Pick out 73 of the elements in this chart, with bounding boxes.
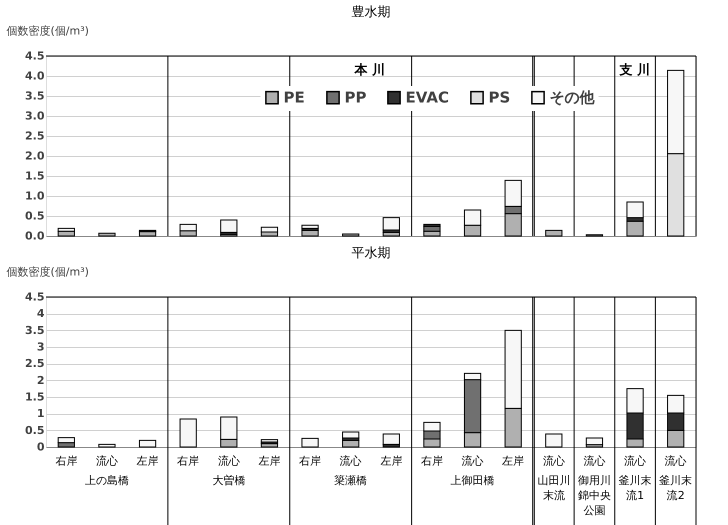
bar [382, 217, 400, 230]
text: 山田川末流 [537, 474, 570, 502]
y-tick-label: 0.5 [25, 210, 44, 222]
text: 御用川錦中央公園 [578, 474, 611, 517]
bar [58, 437, 75, 444]
bar [545, 434, 562, 448]
bar [180, 418, 197, 448]
y-tick-label: 1.0 [25, 190, 45, 202]
chart-title: 平水期 [352, 246, 390, 261]
text: 釜川末流1 [618, 474, 652, 502]
x-tick-label: 流心 [96, 454, 118, 468]
legend-label: EVAC [406, 88, 449, 107]
x-tick-label: 流心 [462, 454, 484, 468]
y-tick-label: 1.5 [25, 390, 44, 404]
y-tick-label: 4 [36, 307, 45, 320]
y-tick-label: 2.5 [25, 357, 44, 370]
x-tick-label: 左岸 [136, 454, 159, 468]
y-tick-label: 1.5 [25, 170, 44, 182]
legend-label: その他 [550, 88, 596, 107]
y-tick-label: 2.5 [25, 130, 44, 142]
y-tick-label: 2 [36, 374, 44, 387]
y-tick-label: 0.5 [25, 424, 44, 437]
bar [98, 444, 116, 448]
bar [626, 202, 644, 218]
text: 簗瀬橋 [334, 474, 368, 487]
legend-label: PS [488, 88, 510, 107]
y-axis-title: 個数密度(個/m³) [6, 266, 89, 278]
bar [342, 234, 360, 236]
x-tick-label: 右岸 [55, 454, 78, 468]
y-tick-label: 1 [36, 407, 44, 420]
y-axis-title: 個数密度(個/m³) [6, 24, 89, 38]
y-tick-label: 4.0 [25, 70, 45, 82]
bar [545, 230, 562, 236]
bar [138, 440, 156, 448]
x-tick-label: 流心 [218, 454, 240, 468]
x-tick-label: 右岸 [299, 454, 322, 468]
bar [301, 438, 319, 448]
x-tick-label: 左岸 [380, 454, 402, 468]
bar [301, 224, 319, 229]
bar [586, 438, 604, 446]
legend-label: PP [344, 88, 366, 107]
y-tick-label: 4.5 [25, 290, 44, 304]
bar [382, 434, 400, 445]
bar [260, 226, 278, 232]
text: 釜川末流2 [659, 474, 692, 502]
bar [342, 432, 360, 438]
annotation: 支 川 [618, 63, 650, 78]
bar [626, 220, 644, 236]
text: 上御田橋 [450, 474, 495, 487]
x-tick-label: 流心 [583, 454, 606, 468]
x-tick-label: 右岸 [177, 454, 200, 468]
x-tick-label: 流心 [624, 454, 646, 468]
y-tick-label: 3.5 [25, 324, 44, 337]
x-tick-label: 流心 [664, 454, 687, 468]
legend-label: PE [284, 88, 305, 107]
y-tick-label: 3 [36, 340, 44, 354]
y-tick-label: 0.0 [25, 230, 45, 242]
y-tick-label: 3.5 [25, 90, 44, 102]
text: 大曽橋 [212, 474, 246, 487]
text: 上の島橋 [84, 474, 129, 487]
annotation: 本 川 [353, 63, 386, 78]
x-tick-label: 流心 [340, 454, 362, 468]
bar [220, 220, 238, 233]
y-tick-label: 2.0 [25, 150, 45, 162]
chart-title: 豊水期 [352, 5, 390, 20]
bar [98, 232, 116, 236]
x-tick-label: 右岸 [420, 454, 443, 468]
y-tick-label: 0 [36, 440, 45, 454]
x-tick-label: 流心 [542, 454, 565, 468]
y-tick-label: 4.5 [25, 50, 44, 62]
x-tick-label: 左岸 [502, 454, 524, 468]
x-tick-label: 左岸 [258, 454, 280, 468]
y-tick-label: 3.0 [25, 110, 45, 122]
